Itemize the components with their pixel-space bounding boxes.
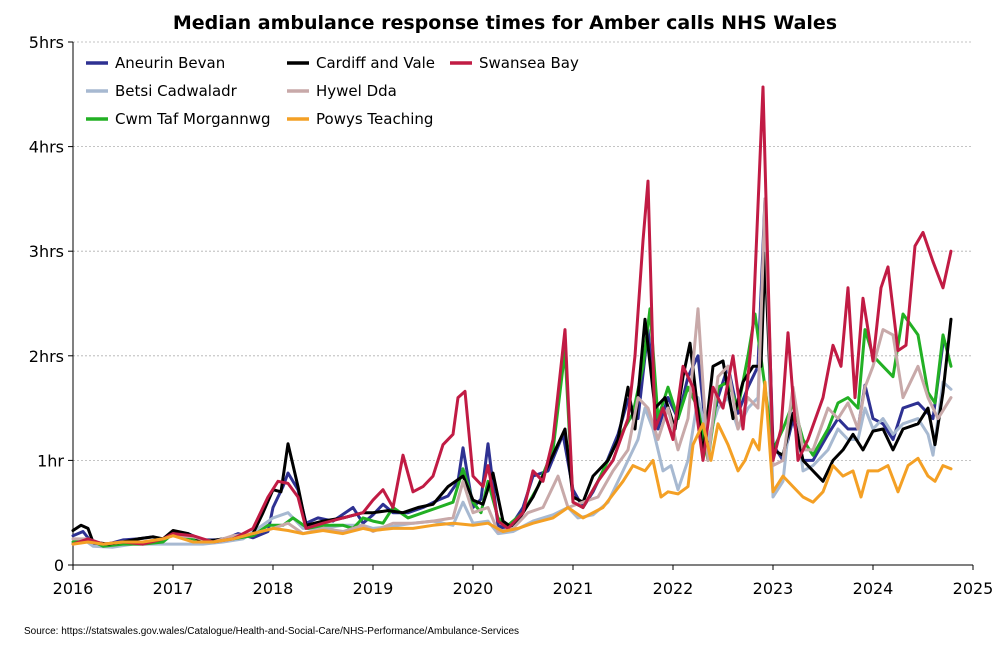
x-tick-label: 2024 [853, 579, 894, 598]
legend-label-cwm-taf-morgannwg: Cwm Taf Morgannwg [115, 110, 271, 128]
series-line-aneurin-bevan [71, 197, 950, 546]
x-tick-label: 2022 [653, 579, 694, 598]
legend-label-cardiff-and-vale: Cardiff and Vale [316, 54, 435, 72]
legend-label-hywel-dda: Hywel Dda [316, 82, 397, 100]
source-note: Source: https://statswales.gov.wales/Cat… [24, 626, 519, 637]
legend: Aneurin Bevan Cardiff and Vale Swansea Bay… [86, 54, 579, 128]
legend-label-powys-teaching: Powys Teaching [316, 110, 433, 128]
legend-label-aneurin-bevan: Aneurin Bevan [115, 54, 225, 72]
chart-title: Median ambulance response times for Ambe… [173, 12, 837, 34]
grid [73, 41, 973, 461]
y-axis-ticks: 0 1hr 2hrs 3hrs 4hrs 5hrs [29, 33, 973, 575]
y-tick-label: 2hrs [29, 347, 64, 366]
legend-label-betsi-cadwaladr: Betsi Cadwaladr [115, 82, 238, 100]
series-line-swansea-bay [71, 85, 953, 546]
x-tick-label: 2017 [153, 579, 194, 598]
series-line-cwm-taf-morgannwg [71, 307, 953, 548]
series-line-cardiff-and-vale [71, 251, 953, 546]
x-tick-label: 2023 [753, 579, 794, 598]
y-tick-label: 1hr [37, 451, 64, 470]
y-tick-label: 4hrs [29, 138, 64, 157]
series-line-powys-teaching [71, 380, 953, 546]
x-axis-ticks: 2016 2017 2018 2019 2020 2021 2022 2023 2024 2025 [53, 565, 994, 598]
series-line-hywel-dda [71, 197, 953, 546]
series-line-betsi-cadwaladr [71, 207, 953, 549]
x-tick-label: 2021 [553, 579, 594, 598]
x-tick-label: 2018 [253, 579, 294, 598]
legend-label-swansea-bay: Swansea Bay [479, 54, 579, 72]
y-tick-label: 0 [54, 556, 64, 575]
x-tick-label: 2019 [353, 579, 394, 598]
y-tick-label: 5hrs [29, 33, 64, 52]
y-tick-label: 3hrs [29, 242, 64, 261]
x-tick-label: 2016 [53, 579, 94, 598]
x-tick-label: 2020 [453, 579, 494, 598]
series-lines [71, 85, 953, 549]
x-tick-label: 2025 [953, 579, 994, 598]
